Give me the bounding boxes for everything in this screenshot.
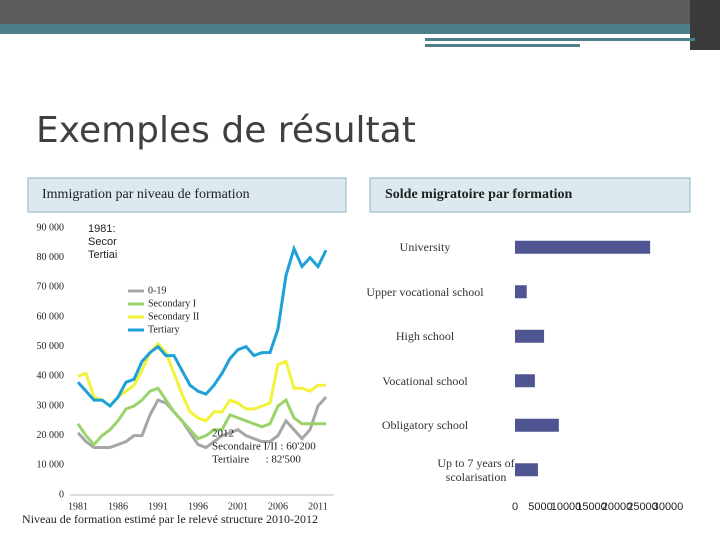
- x-tick-label: 1986: [108, 501, 128, 512]
- annotation: Tertiaire : 82'500: [212, 454, 301, 466]
- x-tick-label: 1991: [148, 501, 168, 512]
- bar: [515, 463, 538, 477]
- legend-label: Tertiary: [148, 324, 180, 335]
- slide-title: Exemples de résultat: [36, 110, 416, 151]
- corner-block: [690, 0, 720, 50]
- x-tick-label: 0: [512, 501, 518, 513]
- y-tick-label: 40 000: [37, 371, 65, 382]
- accent-line: [425, 44, 580, 47]
- x-tick-label: 1981: [68, 501, 88, 512]
- series-line: [76, 386, 326, 447]
- x-tick-label: 2006: [268, 501, 288, 512]
- x-tick-label: 25000: [627, 501, 658, 513]
- series-line: [76, 396, 328, 450]
- annotation: 2012: [212, 428, 234, 440]
- y-tick-label: 0: [59, 489, 64, 500]
- annotation: Secondaire I/II : 60'200: [212, 441, 316, 453]
- annotation: 1981:: [88, 223, 116, 235]
- x-tick-label: 2001: [228, 501, 248, 512]
- accent-line: [425, 38, 695, 41]
- category-label: Up to 7 years of scolarisation: [437, 455, 515, 484]
- y-tick-label: 90 000: [37, 222, 65, 233]
- x-tick-label: 2011: [308, 501, 328, 512]
- x-tick-label: 5000: [528, 501, 552, 513]
- x-tick-label: 1996: [188, 501, 208, 512]
- bar: [515, 418, 559, 432]
- legend-label: Secondary I: [148, 298, 196, 309]
- y-tick-label: 60 000: [37, 311, 65, 322]
- y-tick-label: 10 000: [37, 460, 65, 471]
- annotation: Tertiai: [88, 249, 117, 261]
- legend-label: Secondary II: [148, 311, 199, 322]
- series-line: [76, 244, 328, 409]
- top-band: [0, 0, 720, 24]
- x-tick-label: 10000: [551, 501, 582, 513]
- title-box: [369, 177, 691, 213]
- x-tick-label: 15000: [576, 501, 607, 513]
- annotation: Secor: [88, 236, 117, 248]
- legend-label: 0-19: [148, 285, 166, 296]
- category-label: University: [399, 240, 451, 255]
- bar: [515, 285, 527, 299]
- title-box: [27, 177, 347, 213]
- y-tick-label: 80 000: [37, 252, 65, 263]
- x-tick-label: 20000: [602, 501, 633, 513]
- y-tick-label: 30 000: [37, 400, 65, 411]
- category-label: High school: [395, 329, 455, 344]
- chart-title: Solde migratoire par formation: [385, 187, 573, 202]
- category-label: Upper vocational school: [366, 284, 484, 299]
- x-axis-label: Niveau de formation estimé par le relevé…: [22, 512, 318, 526]
- accent-band: [0, 24, 720, 34]
- bar: [515, 240, 651, 254]
- chart-title: Immigration par niveau de formation: [42, 187, 250, 202]
- category-label: Obligatory school: [381, 418, 469, 433]
- bar: [515, 329, 545, 343]
- y-tick-label: 20 000: [37, 430, 65, 441]
- bar: [515, 374, 535, 388]
- y-tick-label: 70 000: [37, 282, 65, 293]
- category-label: Vocational school: [382, 373, 468, 388]
- x-tick-label: 30000: [653, 501, 684, 513]
- y-tick-label: 50 000: [37, 341, 65, 352]
